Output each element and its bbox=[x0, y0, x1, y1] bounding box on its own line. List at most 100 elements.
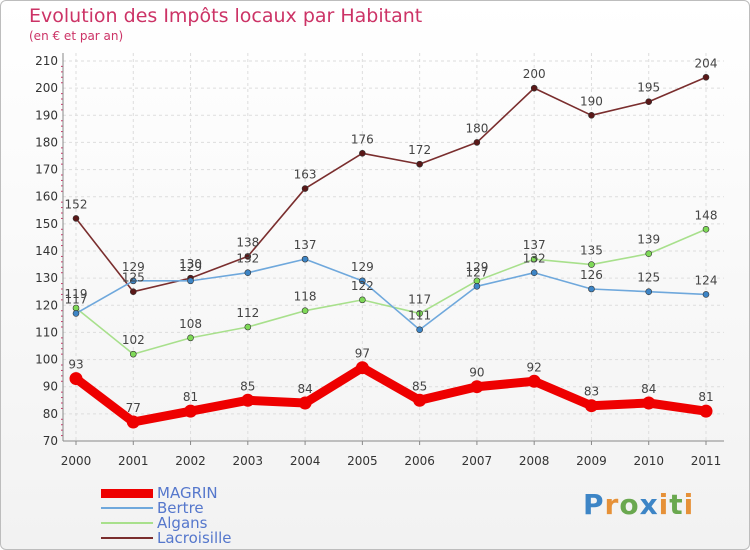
legend-label-bertre: Bertre bbox=[157, 499, 204, 517]
legend-label-lacroisille: Lacroisille bbox=[157, 529, 232, 547]
data-label-algans: 118 bbox=[294, 290, 317, 304]
data-label-bertre: 127 bbox=[465, 265, 488, 279]
data-label-magrin: 77 bbox=[126, 401, 141, 415]
data-point-magrin bbox=[413, 393, 427, 407]
x-tick-label: 2003 bbox=[233, 454, 264, 468]
x-tick-label: 2010 bbox=[633, 454, 664, 468]
data-label-bertre: 129 bbox=[122, 260, 145, 274]
data-point-lacroisille bbox=[645, 98, 653, 106]
legend-swatch-magrin bbox=[101, 488, 153, 498]
data-point-lacroisille bbox=[702, 73, 710, 81]
data-point-bertre bbox=[359, 277, 366, 285]
series-layer bbox=[69, 73, 713, 429]
data-point-magrin bbox=[126, 415, 140, 429]
legend-swatch-bertre bbox=[101, 507, 153, 509]
data-point-bertre bbox=[588, 285, 595, 293]
chart-subtitle: (en € et par an) bbox=[29, 29, 124, 43]
data-label-magrin: 81 bbox=[698, 390, 713, 404]
data-point-magrin bbox=[355, 361, 369, 375]
data-label-lacroisille: 130 bbox=[179, 257, 202, 271]
logo-letter: i bbox=[683, 488, 695, 521]
data-label-magrin: 85 bbox=[412, 379, 427, 393]
data-point-algans bbox=[129, 350, 137, 358]
legend-swatch-lacroisille bbox=[101, 537, 153, 539]
data-label-algans: 122 bbox=[351, 279, 374, 293]
data-label-lacroisille: 204 bbox=[695, 56, 718, 70]
x-tick-label: 2008 bbox=[519, 454, 550, 468]
proxiti-logo: Proxiti bbox=[583, 488, 694, 521]
y-tick-label: 140 bbox=[35, 244, 58, 258]
y-tick-label: 170 bbox=[35, 163, 58, 177]
logo-letter: r bbox=[604, 488, 620, 521]
series-line-algans bbox=[75, 228, 707, 355]
y-tick-label: 160 bbox=[35, 190, 58, 204]
data-label-bertre: 125 bbox=[637, 271, 660, 285]
y-tick-label: 90 bbox=[43, 380, 58, 394]
x-tick-label: 2002 bbox=[175, 454, 206, 468]
data-point-lacroisille bbox=[359, 149, 366, 157]
data-label-bertre: 132 bbox=[236, 252, 259, 266]
data-point-algans bbox=[244, 323, 252, 331]
data-point-algans bbox=[416, 310, 423, 317]
y-tick-label: 210 bbox=[35, 54, 58, 68]
legend-label-magrin: MAGRIN bbox=[157, 484, 218, 502]
data-point-magrin bbox=[470, 380, 484, 394]
data-label-magrin: 93 bbox=[68, 358, 83, 372]
data-point-magrin bbox=[584, 399, 598, 413]
x-tick-label: 2006 bbox=[404, 454, 435, 468]
data-label-lacroisille: 152 bbox=[65, 197, 88, 211]
data-point-bertre bbox=[72, 310, 80, 317]
data-label-magrin: 85 bbox=[240, 379, 255, 393]
data-point-magrin bbox=[642, 396, 656, 410]
data-point-bertre bbox=[702, 291, 710, 298]
data-label-magrin: 97 bbox=[355, 347, 370, 361]
data-point-magrin bbox=[699, 404, 713, 418]
data-label-magrin: 92 bbox=[527, 360, 542, 374]
y-tick-label: 120 bbox=[35, 298, 58, 312]
data-label-lacroisille: 190 bbox=[580, 94, 603, 108]
logo-letter: t bbox=[669, 488, 684, 521]
data-point-lacroisille bbox=[588, 111, 595, 119]
data-label-bertre: 129 bbox=[179, 260, 202, 274]
y-tick-label: 110 bbox=[35, 325, 58, 339]
data-label-algans: 108 bbox=[179, 317, 202, 331]
data-label-magrin: 81 bbox=[183, 390, 198, 404]
legend-label-algans: Algans bbox=[157, 514, 208, 532]
y-tick-label: 190 bbox=[35, 108, 58, 122]
y-tick-label: 150 bbox=[35, 217, 58, 231]
series-line-magrin bbox=[71, 363, 711, 427]
data-point-algans bbox=[530, 255, 538, 263]
data-point-algans bbox=[359, 296, 366, 304]
data-label-magrin: 84 bbox=[297, 382, 312, 396]
data-label-bertre: 137 bbox=[294, 238, 317, 252]
x-tick-label: 2011 bbox=[691, 454, 722, 468]
data-label-algans: 129 bbox=[465, 260, 488, 274]
data-label-algans: 137 bbox=[523, 238, 546, 252]
data-label-algans: 102 bbox=[122, 333, 145, 347]
x-tick-label: 2009 bbox=[576, 454, 607, 468]
data-point-bertre bbox=[530, 269, 538, 277]
data-label-lacroisille: 200 bbox=[523, 67, 546, 81]
data-label-lacroisille: 163 bbox=[294, 168, 317, 182]
data-point-algans bbox=[702, 225, 710, 233]
logo-letter: i bbox=[658, 488, 670, 521]
data-point-bertre bbox=[301, 255, 309, 263]
data-label-bertre: 111 bbox=[408, 309, 431, 323]
data-point-lacroisille bbox=[244, 253, 252, 260]
x-tick-label: 2001 bbox=[118, 454, 149, 468]
data-label-algans: 112 bbox=[236, 306, 259, 320]
data-label-lacroisille: 138 bbox=[236, 235, 259, 249]
x-tick-label: 2005 bbox=[347, 454, 378, 468]
y-tick-label: 100 bbox=[35, 353, 58, 367]
y-tick-label: 180 bbox=[35, 135, 58, 149]
logo-letter: x bbox=[639, 488, 659, 521]
data-point-magrin bbox=[241, 393, 255, 407]
y-tick-label: 200 bbox=[35, 81, 58, 95]
data-point-magrin bbox=[298, 396, 312, 410]
data-label-algans: 139 bbox=[637, 233, 660, 247]
data-point-bertre bbox=[645, 288, 653, 296]
data-label-algans: 119 bbox=[65, 287, 88, 301]
chart-title: Evolution des Impôts locaux par Habitant bbox=[29, 5, 423, 27]
data-point-lacroisille bbox=[72, 215, 80, 222]
data-point-bertre bbox=[129, 277, 137, 285]
